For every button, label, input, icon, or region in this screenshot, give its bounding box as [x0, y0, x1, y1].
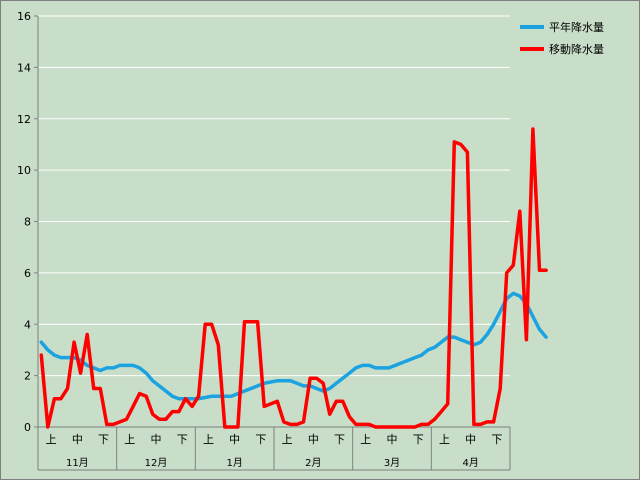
x-tick-label: 中 — [308, 433, 319, 446]
month-label: 12月 — [145, 457, 168, 469]
x-tick-label: 中 — [387, 433, 398, 446]
y-tick-label: 4 — [24, 318, 31, 331]
month-label: 4月 — [462, 457, 478, 469]
y-tick-label: 8 — [24, 216, 31, 229]
series-line-1 — [39, 291, 548, 401]
x-tick-label: 下 — [334, 433, 345, 446]
y-tick-label: 6 — [24, 267, 31, 280]
x-tick-label: 中 — [151, 433, 162, 446]
legend-label-2: 移動降水量 — [549, 42, 604, 56]
legend-label-1: 平年降水量 — [549, 20, 604, 34]
month-label: 2月 — [305, 457, 321, 469]
grid — [38, 15, 510, 428]
series-line-2 — [39, 127, 548, 429]
series — [39, 127, 548, 429]
axes: 0246810121416上中下11月上中下12月上中下1月上中下2月上中下3月… — [17, 10, 511, 471]
x-tick-label: 下 — [491, 433, 502, 446]
x-tick-label: 上 — [46, 433, 57, 446]
y-tick-label: 14 — [17, 61, 31, 74]
x-tick-label: 中 — [229, 433, 240, 446]
y-tick-label: 16 — [17, 10, 31, 23]
month-label: 11月 — [66, 457, 89, 469]
x-tick-label: 下 — [255, 433, 266, 446]
y-tick-label: 10 — [17, 164, 31, 177]
x-tick-label: 下 — [413, 433, 424, 446]
month-label: 1月 — [226, 457, 242, 469]
x-tick-label: 中 — [465, 433, 476, 446]
x-tick-label: 上 — [124, 433, 135, 446]
x-tick-label: 中 — [72, 433, 83, 446]
x-tick-label: 下 — [98, 433, 109, 446]
y-tick-label: 0 — [24, 421, 31, 434]
x-tick-label: 上 — [282, 433, 293, 446]
x-tick-label: 上 — [203, 433, 214, 446]
x-tick-label: 上 — [439, 433, 450, 446]
x-tick-label: 上 — [360, 433, 371, 446]
y-tick-label: 12 — [17, 113, 31, 126]
month-label: 3月 — [384, 457, 400, 469]
y-tick-label: 2 — [24, 370, 31, 383]
x-tick-label: 下 — [177, 433, 188, 446]
